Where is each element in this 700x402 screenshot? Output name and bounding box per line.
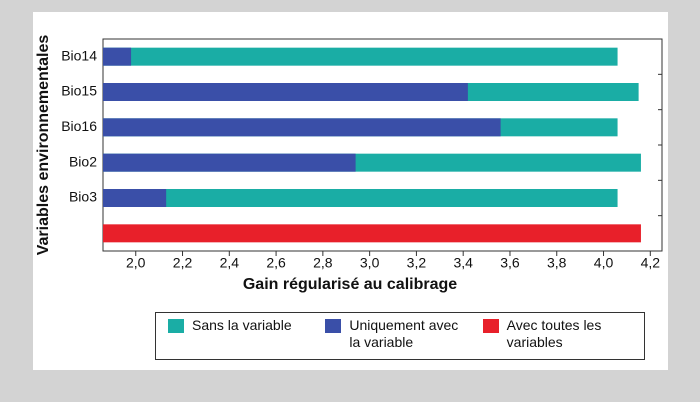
bar (103, 189, 618, 207)
x-tick-label: 2,0 (126, 255, 146, 271)
y-axis-title: Variables environnementales (35, 35, 52, 256)
legend: Sans la variable Uniquement avec la varia… (155, 312, 645, 360)
y-tick-label: Bio15 (61, 83, 97, 99)
bar (103, 118, 501, 137)
x-tick-label: 2,2 (173, 255, 193, 271)
y-tick-label: Bio14 (61, 47, 97, 63)
y-tick-label: Bio16 (61, 118, 97, 134)
legend-label: Sans la variable (192, 317, 292, 333)
x-tick-label: 4,0 (594, 255, 614, 271)
legend-swatch (168, 319, 184, 333)
bar (103, 224, 641, 243)
x-tick-label: 4,2 (641, 255, 661, 271)
x-tick-label: 3,4 (453, 255, 473, 271)
legend-item: Sans la variable (164, 317, 321, 355)
legend-swatch (325, 319, 342, 333)
x-tick-label: 3,8 (547, 255, 567, 271)
x-tick-label: 2,6 (266, 255, 286, 271)
bar (103, 47, 618, 66)
bar (103, 47, 132, 66)
bar (103, 83, 468, 101)
x-tick-label: 2,4 (220, 255, 240, 271)
x-axis-title: Gain régularisé au calibrage (243, 276, 457, 293)
legend-item: Uniquement avec la variable (321, 317, 478, 355)
y-tick-label: Bio2 (69, 153, 97, 169)
legend-swatch (482, 319, 499, 333)
bar (103, 189, 167, 207)
y-tick-label: Bio3 (69, 189, 97, 205)
legend-label: Uniquement avec la variable (349, 317, 459, 350)
x-tick-label: 2,8 (313, 255, 333, 271)
legend-item: Avec toutes les variables (479, 317, 636, 355)
x-tick-label: 3,0 (360, 255, 380, 271)
bar (103, 153, 356, 172)
x-tick-label: 3,2 (407, 255, 427, 271)
legend-label: Avec toutes les variables (506, 317, 602, 350)
x-tick-label: 3,6 (500, 255, 520, 271)
